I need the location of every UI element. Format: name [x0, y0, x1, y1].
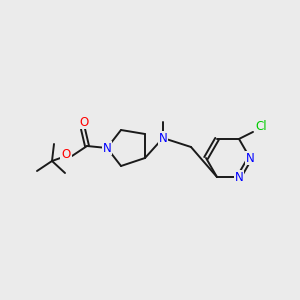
- Text: O: O: [80, 116, 88, 128]
- Text: N: N: [235, 171, 243, 184]
- Text: N: N: [246, 152, 254, 164]
- Text: O: O: [61, 148, 70, 161]
- Text: N: N: [103, 142, 111, 154]
- Text: N: N: [159, 131, 167, 145]
- Text: Cl: Cl: [255, 120, 267, 134]
